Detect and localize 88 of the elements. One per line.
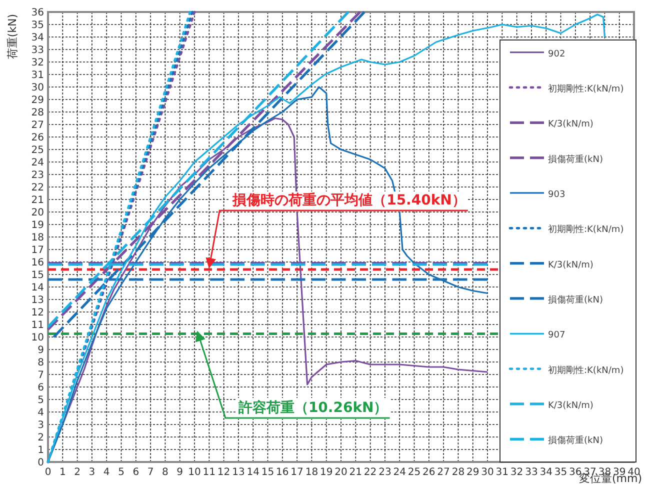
x-tick-label: 2 bbox=[74, 467, 80, 478]
legend-label: K/3(kN/m) bbox=[548, 260, 594, 270]
x-tick-label: 16 bbox=[276, 467, 289, 478]
y-tick-label: 2 bbox=[38, 432, 44, 444]
legend-label: 初期剛性:K(kN/m) bbox=[548, 83, 624, 94]
y-tick-label: 7 bbox=[38, 370, 44, 381]
y-tick-label: 21 bbox=[31, 195, 44, 206]
y-tick-label: 10 bbox=[31, 332, 44, 344]
x-tick-label: 1 bbox=[59, 467, 66, 478]
y-tick-label: 9 bbox=[38, 345, 44, 356]
legend-label: 907 bbox=[548, 330, 566, 341]
x-tick-label: 3 bbox=[88, 467, 96, 478]
y-tick-label: 11 bbox=[31, 320, 44, 331]
legend-label: 初期剛性:K(kN/m) bbox=[548, 364, 624, 376]
x-tick-label: 30 bbox=[481, 467, 494, 478]
x-tick-label: 23 bbox=[378, 467, 392, 478]
y-tick-label: 30 bbox=[31, 82, 44, 94]
x-tick-label: 7 bbox=[147, 467, 154, 478]
x-tick-label: 6 bbox=[132, 467, 140, 478]
y-tick-label: 14 bbox=[31, 282, 44, 294]
x-tick-label: 32 bbox=[510, 467, 524, 478]
y-axis-title: 荷重(kN) bbox=[6, 14, 19, 60]
y-tick-label: 22 bbox=[31, 182, 44, 194]
y-tick-label: 13 bbox=[31, 295, 44, 306]
x-tick-label: 5 bbox=[118, 467, 124, 478]
y-tick-label: 20 bbox=[31, 208, 44, 218]
x-tick-label: 20 bbox=[334, 467, 348, 478]
x-tick-label: 26 bbox=[422, 467, 436, 478]
y-tick-label: 19 bbox=[31, 220, 44, 231]
y-tick-label: 29 bbox=[31, 95, 44, 106]
legend-label: 損傷荷重(kN) bbox=[548, 154, 603, 165]
x-tick-label: 35 bbox=[554, 467, 568, 478]
legend-label: K/3(kN/m) bbox=[548, 400, 594, 411]
legend-label: 損傷荷重(kN) bbox=[548, 435, 603, 446]
x-tick-label: 34 bbox=[540, 467, 552, 478]
y-tick-label: 26 bbox=[31, 132, 44, 144]
x-tick-label: 15 bbox=[261, 467, 274, 478]
legend-label: 902 bbox=[548, 49, 566, 60]
y-tick-label: 34 bbox=[31, 32, 44, 44]
y-tick-label: 3 bbox=[38, 420, 44, 431]
y-tick-label: 6 bbox=[38, 382, 44, 394]
y-tick-label: 24 bbox=[31, 158, 44, 168]
x-tick-label: 24 bbox=[393, 467, 406, 478]
x-tick-label: 8 bbox=[162, 467, 168, 478]
x-tick-label: 12 bbox=[217, 467, 230, 478]
x-tick-label: 21 bbox=[349, 467, 362, 478]
x-tick-label: 33 bbox=[525, 467, 538, 478]
y-tick-label: 36 bbox=[31, 8, 44, 18]
x-tick-label: 31 bbox=[496, 467, 509, 478]
y-tick-label: 18 bbox=[31, 232, 44, 244]
annotation: 損傷時の荷重の平均値（15.40kN） bbox=[232, 192, 466, 208]
y-tick-label: 32 bbox=[31, 58, 44, 68]
x-tick-label: 27 bbox=[437, 467, 450, 478]
y-tick-label: 27 bbox=[31, 120, 44, 131]
x-tick-label: 22 bbox=[364, 467, 377, 478]
y-tick-label: 33 bbox=[31, 45, 44, 56]
annotation: 許容荷重（10.26kN） bbox=[237, 399, 388, 416]
x-tick-label: 14 bbox=[246, 467, 260, 478]
y-tick-label: 16 bbox=[31, 258, 44, 268]
x-tick-label: 17 bbox=[290, 467, 304, 478]
legend-label: 初期剛性:K(kN/m) bbox=[548, 224, 624, 236]
legend-label: 903 bbox=[548, 190, 566, 200]
x-tick-label: 4 bbox=[103, 467, 110, 478]
y-tick-label: 25 bbox=[31, 145, 44, 156]
x-tick-label: 29 bbox=[466, 467, 480, 478]
y-tick-label: 12 bbox=[31, 308, 44, 318]
y-tick-label: 35 bbox=[31, 20, 44, 31]
x-tick-label: 9 bbox=[176, 467, 184, 478]
y-tick-label: 4 bbox=[38, 408, 44, 418]
y-tick-label: 15 bbox=[31, 270, 44, 281]
y-tick-label: 17 bbox=[31, 245, 44, 256]
y-tick-label: 31 bbox=[31, 70, 44, 81]
x-tick-label: 0 bbox=[44, 467, 52, 478]
y-tick-label: 5 bbox=[38, 395, 44, 406]
legend-label: K/3(kN/m) bbox=[548, 120, 594, 130]
legend-label: 損傷荷重(kN) bbox=[548, 294, 603, 306]
x-tick-label: 28 bbox=[452, 467, 465, 478]
y-tick-label: 23 bbox=[31, 170, 44, 181]
y-tick-label: 28 bbox=[31, 108, 44, 118]
x-tick-label: 25 bbox=[408, 467, 421, 478]
x-tick-label: 11 bbox=[202, 467, 216, 478]
y-tick-label: 8 bbox=[38, 358, 44, 368]
x-tick-label: 10 bbox=[188, 467, 201, 478]
y-tick-label: 1 bbox=[38, 445, 44, 456]
y-tick-label: 0 bbox=[38, 458, 44, 468]
x-tick-label: 19 bbox=[320, 467, 333, 478]
x-tick-label: 18 bbox=[305, 467, 318, 478]
x-tick-label: 13 bbox=[232, 467, 245, 478]
